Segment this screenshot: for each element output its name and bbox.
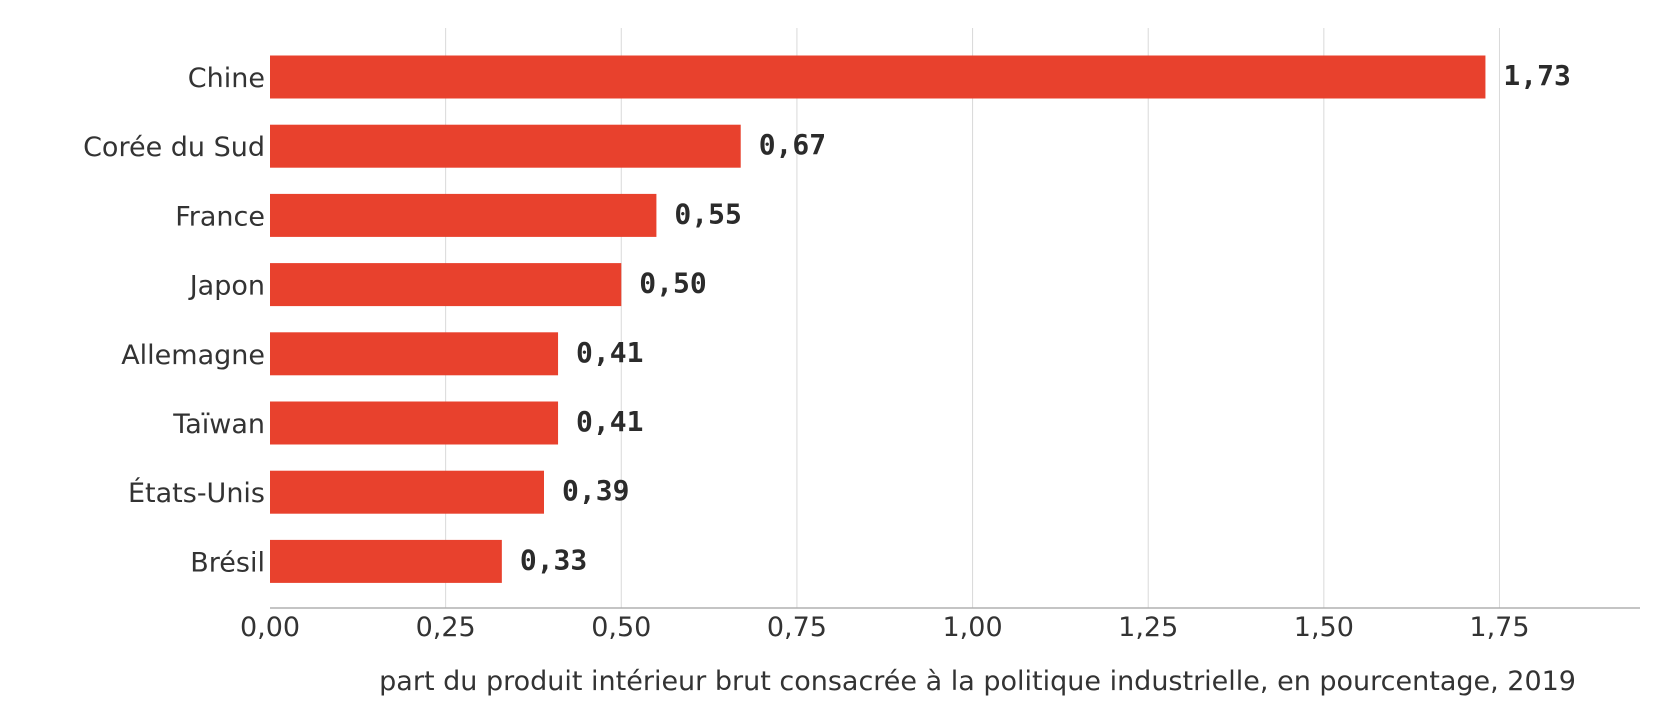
- data-label: 0,67: [759, 128, 826, 161]
- bar: [270, 539, 502, 583]
- category-label: Taïwan: [172, 409, 265, 440]
- x-tick-label: 1,50: [1294, 612, 1354, 643]
- category-labels: Chine Corée du Sud France Japon Allemagne Taï…: [83, 63, 265, 578]
- data-label: 0,41: [576, 405, 643, 438]
- x-tick-label: 0,25: [416, 612, 476, 643]
- bar: [270, 401, 559, 445]
- bar: [270, 55, 1486, 99]
- grid-layer: [445, 28, 1500, 608]
- x-tick-label: 0,75: [767, 612, 827, 643]
- x-tick-label: 1,25: [1118, 612, 1178, 643]
- category-label: Allemagne: [121, 340, 265, 371]
- category-label: Brésil: [190, 547, 265, 578]
- category-label: Corée du Sud: [83, 132, 265, 163]
- value-labels: 1,73 0,67 0,55 0,50 0,41 0,41 0,39 0,33: [520, 59, 1571, 576]
- data-label: 0,41: [576, 336, 643, 369]
- bar: [270, 263, 622, 307]
- data-label: 0,33: [520, 543, 587, 576]
- bar: [270, 470, 544, 514]
- x-tick-label: 1,75: [1469, 612, 1529, 643]
- data-label: 0,50: [639, 267, 706, 300]
- bar: [270, 193, 657, 237]
- x-tick-label: 0,50: [591, 612, 651, 643]
- category-label: Chine: [188, 63, 265, 94]
- bar: [270, 332, 559, 376]
- x-axis-title: part du produit intérieur brut consacrée…: [379, 666, 1576, 697]
- data-label: 0,55: [674, 197, 741, 230]
- data-label: 0,39: [562, 474, 629, 507]
- x-tick-labels: 0,00 0,25 0,50 0,75 1,00 1,25 1,50 1,75: [240, 612, 1530, 643]
- x-tick-label: 0,00: [240, 612, 300, 643]
- data-label: 1,73: [1503, 59, 1570, 92]
- category-label: Japon: [188, 271, 265, 302]
- bar: [270, 124, 741, 168]
- category-label: France: [175, 201, 265, 232]
- category-label: États-Unis: [128, 477, 265, 509]
- bars-layer: [270, 55, 1486, 583]
- x-tick-label: 1,00: [943, 612, 1003, 643]
